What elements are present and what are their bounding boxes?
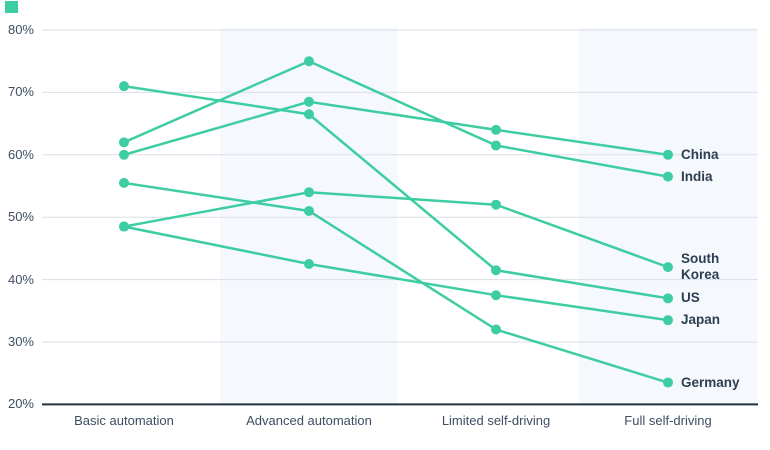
column-band [220, 28, 398, 405]
data-point-japan-4[interactable] [663, 315, 673, 326]
data-point-germany-3[interactable] [491, 324, 501, 335]
data-point-us-3[interactable] [491, 265, 501, 276]
series-label-germany: Germany [681, 375, 740, 391]
data-point-south-korea-4[interactable] [663, 262, 673, 273]
data-point-south-korea-3[interactable] [491, 199, 501, 210]
data-point-india-4[interactable] [663, 171, 673, 182]
data-point-germany-4[interactable] [663, 377, 673, 388]
x-category-label: Basic automation [74, 413, 174, 428]
corner-accent-mark [5, 1, 18, 13]
data-point-us-1[interactable] [119, 81, 129, 92]
data-point-china-1[interactable] [119, 149, 129, 160]
series-label-line: Korea [681, 267, 720, 283]
column-band [579, 28, 757, 405]
data-point-japan-2[interactable] [304, 259, 314, 269]
y-tick-label: 70% [7, 84, 34, 100]
series-line-china [122, 100, 670, 157]
data-point-china-3[interactable] [491, 124, 501, 135]
series-label-line: India [681, 168, 713, 184]
data-point-india-1[interactable] [119, 137, 129, 148]
series-line-india [122, 59, 670, 178]
data-point-india-3[interactable] [491, 140, 501, 151]
series-line-south-korea [122, 190, 670, 269]
x-category-label: Full self-driving [624, 413, 712, 428]
y-tick-label: 20% [7, 396, 34, 412]
series-label-us: US [681, 290, 700, 306]
series-label-line: Germany [681, 374, 740, 390]
data-point-us-4[interactable] [663, 293, 673, 304]
y-tick-label: 60% [7, 146, 34, 162]
x-category-label: Advanced automation [246, 413, 372, 428]
series-label-south-korea: South Korea [681, 251, 719, 283]
series-line-japan [122, 225, 670, 322]
series-label-japan: Japan [681, 312, 720, 328]
data-point-south-korea-2[interactable] [304, 187, 314, 198]
series-label-line: South [681, 251, 720, 267]
series-label-china: China [681, 147, 719, 163]
y-tick-label: 80% [7, 22, 34, 37]
data-point-germany-2[interactable] [304, 205, 314, 216]
x-category-label: Limited self-driving [441, 413, 551, 428]
series-label-line: China [681, 146, 719, 162]
y-tick-label: 30% [7, 334, 34, 349]
series-label-india: India [681, 169, 713, 185]
data-point-china-2[interactable] [304, 96, 314, 107]
series-line-germany [122, 181, 670, 384]
y-tick-label: 50% [7, 209, 34, 225]
data-point-us-2[interactable] [304, 109, 314, 120]
series-line-us [122, 84, 670, 300]
y-tick-label: 40% [7, 271, 34, 287]
series-label-line: Japan [681, 312, 721, 328]
data-point-japan-1[interactable] [119, 221, 129, 232]
series-label-line: US [681, 290, 700, 306]
data-point-germany-1[interactable] [119, 177, 129, 188]
data-point-japan-3[interactable] [491, 290, 501, 301]
data-point-india-2[interactable] [304, 56, 314, 67]
data-point-china-4[interactable] [663, 149, 673, 160]
